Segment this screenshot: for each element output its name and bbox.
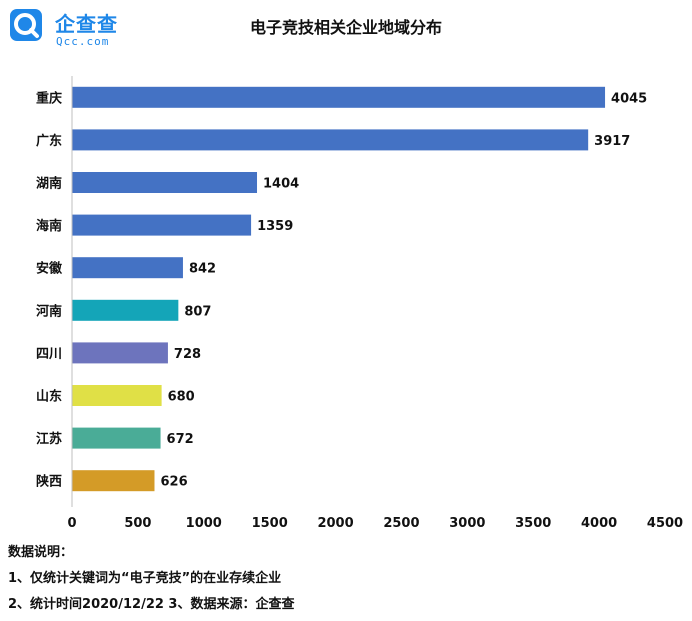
bar-chart: 重庆 4045 广东 3917 湖南 1404 海南 1359 安徽 842 河南 807 四川 728 山… <box>36 76 683 531</box>
data-label: 1359 <box>257 219 293 234</box>
category-label: 安徽 <box>36 261 63 277</box>
category-label: 四川 <box>36 347 62 362</box>
bar <box>72 342 168 364</box>
x-tick-label: 2500 <box>383 516 419 531</box>
bar <box>72 257 183 279</box>
x-tick-label: 2000 <box>317 516 353 531</box>
x-tick-label: 1500 <box>252 516 288 531</box>
bar <box>72 129 589 151</box>
x-tick-label: 4000 <box>581 516 617 531</box>
x-tick-label: 3500 <box>515 516 551 531</box>
qcc-logo-icon <box>10 9 42 41</box>
category-label: 海南 <box>36 218 62 234</box>
category-label: 陕西 <box>36 474 62 490</box>
category-label: 河南 <box>36 303 62 319</box>
x-tick-label: 4500 <box>647 516 683 531</box>
bar <box>72 470 155 492</box>
category-label: 江苏 <box>36 431 62 447</box>
category-label: 广东 <box>36 133 62 149</box>
data-label: 807 <box>184 304 211 319</box>
x-tick-label: 3000 <box>449 516 485 531</box>
bar <box>72 86 606 108</box>
data-label: 1404 <box>263 177 299 192</box>
notes-heading: 数据说明： <box>8 545 74 560</box>
data-label: 626 <box>160 475 187 490</box>
bar <box>72 299 179 321</box>
data-label: 3917 <box>594 134 630 149</box>
category-label: 山东 <box>36 389 62 405</box>
x-tick-label: 1000 <box>186 516 222 531</box>
data-label: 680 <box>168 390 195 405</box>
data-label: 4045 <box>611 91 647 106</box>
data-label: 728 <box>174 347 201 362</box>
chart-title: 电子竞技相关企业地域分布 <box>249 18 442 37</box>
x-tick-label: 0 <box>67 516 76 531</box>
logo-text-cn: 企查查 <box>55 12 118 36</box>
bar <box>72 385 162 406</box>
bar <box>72 427 161 449</box>
bar <box>72 214 252 236</box>
data-notes: 数据说明： 1、仅统计关键词为“电子竞技”的在业存续企业 2、统计时间2020/… <box>8 540 688 618</box>
category-label: 湖南 <box>36 176 62 192</box>
data-label: 842 <box>189 262 216 277</box>
bar <box>72 172 258 193</box>
qcc-logo: 企查查 Qcc.com <box>9 8 133 48</box>
logo-text-en: Qcc.com <box>56 35 110 48</box>
notes-line-1: 1、仅统计关键词为“电子竞技”的在业存续企业 <box>8 571 282 586</box>
category-label: 重庆 <box>36 90 62 106</box>
notes-line-2: 2、统计时间2020/12/22 3、数据来源：企查查 <box>8 597 295 612</box>
x-tick-label: 500 <box>124 516 151 531</box>
data-label: 672 <box>167 432 194 447</box>
